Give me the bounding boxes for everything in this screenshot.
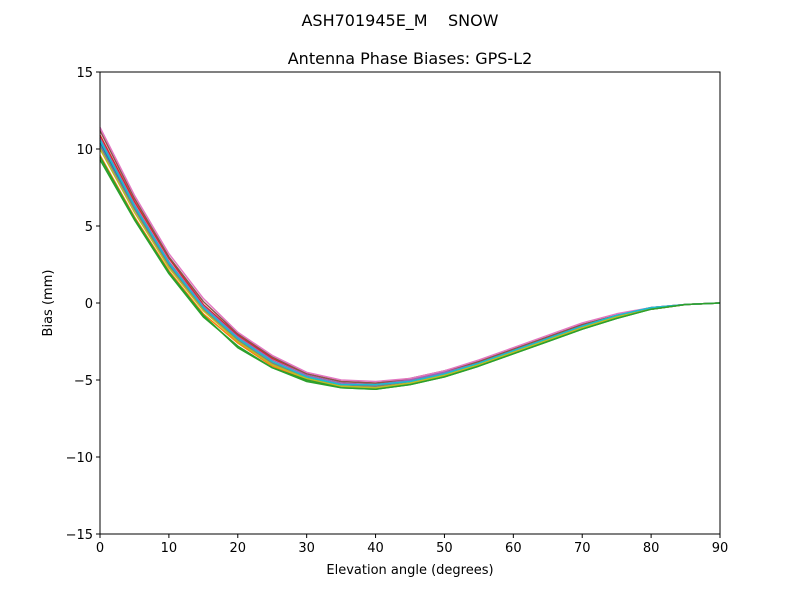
x-tick-label: 20 (230, 541, 247, 556)
y-tick-label: 10 (76, 143, 93, 158)
suptitle: ASH701945E_M SNOW (301, 11, 498, 31)
x-axis-label: Elevation angle (degrees) (326, 563, 493, 578)
y-tick-label: 15 (76, 66, 93, 81)
y-tick-label: −10 (66, 451, 93, 466)
x-tick-label: 50 (436, 541, 453, 556)
y-tick-label: 0 (85, 297, 93, 312)
x-tick-label: 70 (574, 541, 591, 556)
data-lines (99, 127, 721, 390)
y-axis-ticks: −15 −10 −5 0 5 10 15 (66, 66, 100, 543)
series-line-11 (99, 156, 721, 390)
x-tick-label: 60 (505, 541, 522, 556)
series-line-7 (99, 127, 721, 383)
x-tick-label: 80 (643, 541, 660, 556)
y-tick-label: 5 (85, 220, 93, 235)
y-tick-label: −15 (66, 528, 93, 543)
x-tick-label: 0 (96, 541, 104, 556)
x-tick-label: 10 (161, 541, 178, 556)
chart-title: Antenna Phase Biases: GPS-L2 (288, 49, 533, 68)
series-line-10 (99, 139, 721, 386)
x-tick-label: 90 (712, 541, 729, 556)
series-line-9 (99, 148, 721, 389)
y-tick-label: −5 (74, 374, 93, 389)
x-tick-label: 40 (367, 541, 384, 556)
y-axis-label: Bias (mm) (41, 270, 56, 337)
x-tick-label: 30 (298, 541, 315, 556)
x-axis-ticks: 0 10 20 30 40 50 60 70 80 90 (96, 534, 728, 556)
